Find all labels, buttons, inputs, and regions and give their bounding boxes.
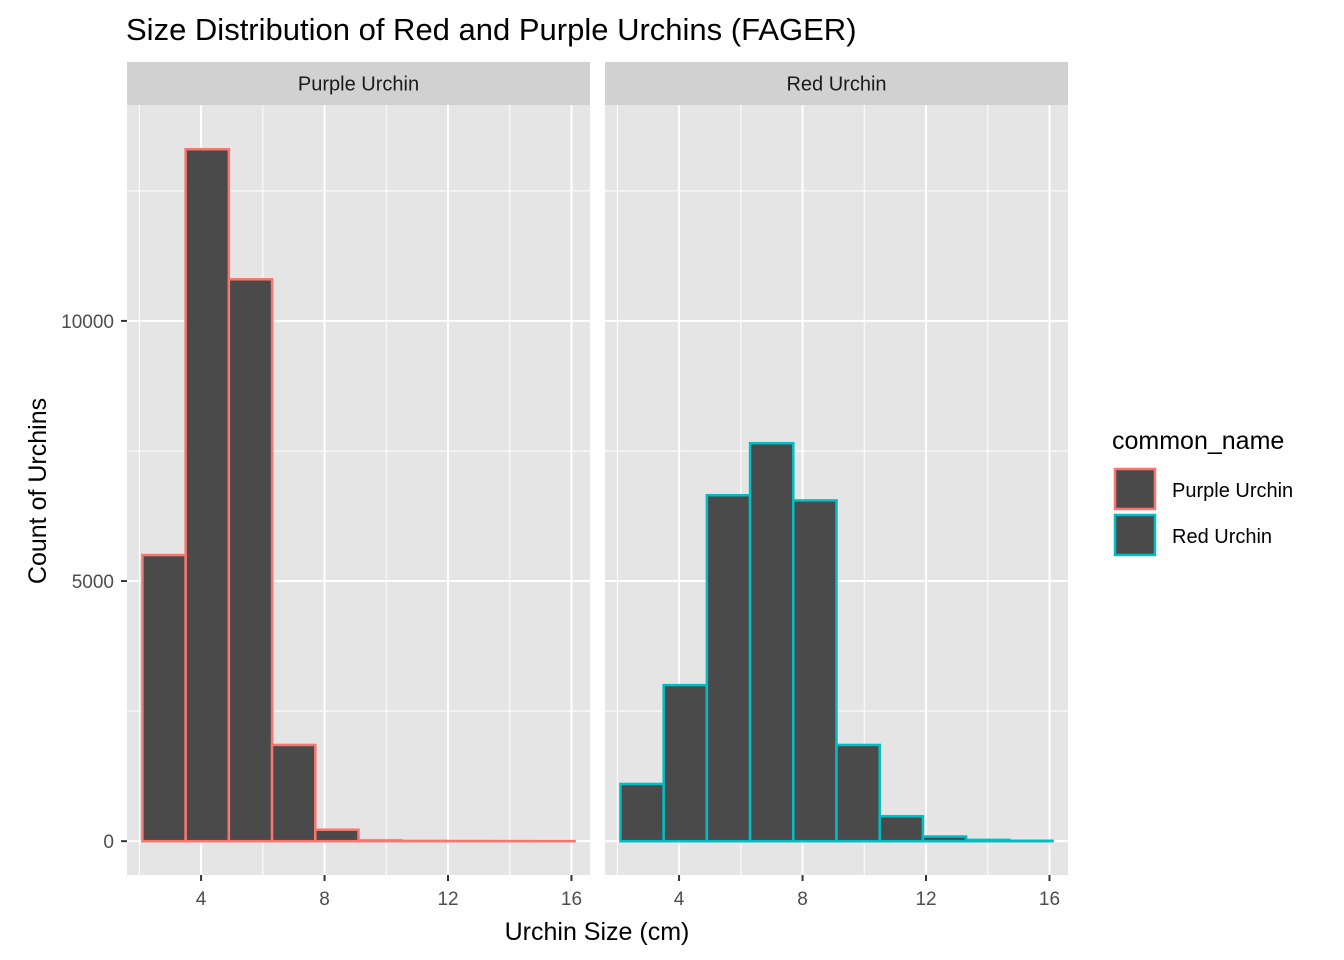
facet-strip <box>127 62 590 105</box>
y-tick-label: 0 <box>103 832 114 853</box>
histogram-bar <box>921 835 968 843</box>
x-axis-title: Urchin Size (cm) <box>505 918 690 946</box>
facet-strip-label: Red Urchin <box>786 74 886 96</box>
x-tick-label: 16 <box>561 889 582 910</box>
histogram-bar <box>835 743 881 843</box>
histogram-bar <box>748 441 795 843</box>
facet-strip-label: Purple Urchin <box>298 74 419 96</box>
histogram-bars <box>619 441 1054 843</box>
legend-item-purple-urchin: Purple Urchin <box>1113 467 1293 511</box>
histogram-bar <box>662 683 709 843</box>
legend-key-purple-urchin <box>1113 467 1157 511</box>
histogram-bar <box>227 278 274 843</box>
histogram-bar <box>270 743 317 843</box>
histogram-bar <box>357 839 403 843</box>
x-tick-label: 16 <box>1039 889 1060 910</box>
legend-label: Red Urchin <box>1172 526 1272 548</box>
y-tick-label: 5000 <box>72 572 114 593</box>
x-tick-label: 8 <box>797 889 808 910</box>
x-tick-label: 8 <box>319 889 330 910</box>
facet-strip <box>605 62 1068 105</box>
legend-item-red-urchin: Red Urchin <box>1113 513 1272 557</box>
chart-title: Size Distribution of Red and Purple Urch… <box>126 12 857 47</box>
histogram-bar <box>141 553 187 843</box>
legend-key-red-urchin <box>1113 513 1157 557</box>
x-axis: 4 8 12 16 <box>674 875 1060 910</box>
histogram-bar <box>314 828 360 843</box>
legend: common_name Purple Urchin Red Urchin <box>1112 427 1293 557</box>
facet-red-urchin: Red Urchin 4 8 12 16 <box>605 62 1068 910</box>
histogram-bar <box>705 493 752 843</box>
y-tick-label: 10000 <box>61 312 114 333</box>
legend-title: common_name <box>1112 427 1284 455</box>
x-tick-label: 12 <box>915 889 936 910</box>
histogram-bar <box>619 782 665 843</box>
histogram-bars <box>141 147 576 843</box>
facet-purple-urchin: Purple Urchin 4 8 12 16 <box>127 62 590 910</box>
x-tick-label: 12 <box>437 889 458 910</box>
histogram-bar <box>964 838 1011 843</box>
y-axis: 0 5000 10000 <box>61 312 127 853</box>
x-axis: 4 8 12 16 <box>196 875 582 910</box>
legend-label: Purple Urchin <box>1172 480 1293 502</box>
histogram-bar <box>878 814 925 843</box>
x-tick-label: 4 <box>674 889 685 910</box>
histogram-bar <box>184 147 231 843</box>
x-tick-label: 4 <box>196 889 207 910</box>
histogram-bar <box>792 499 838 843</box>
y-axis-title: Count of Urchins <box>24 398 52 584</box>
